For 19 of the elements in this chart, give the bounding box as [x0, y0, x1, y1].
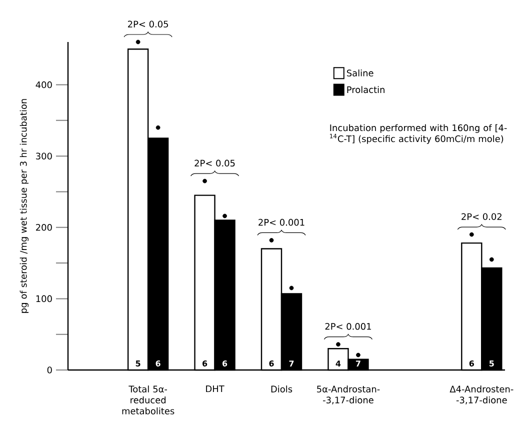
annotation: 2P< 0.02 — [462, 213, 502, 220]
y-tick-label: 300 — [36, 152, 52, 160]
legend-label: Saline — [346, 69, 374, 76]
y-tick-label: 200 — [36, 224, 52, 231]
annotation: 2P< 0.05 — [194, 160, 235, 167]
x-tick-label: Δ4-Androsten- -3,17-dione — [450, 386, 514, 404]
text: 2P< 0.05 — [128, 20, 168, 28]
y-tick-label: 400 — [36, 81, 52, 88]
y-axis-title: pg of steroid /mg wet tissue per 3 hr incubation — [20, 99, 29, 313]
y-tick-label: 100 — [36, 295, 52, 302]
x-tick-label: DHT — [206, 386, 224, 392]
x-tick-label: Total 5α-reduced metabolites — [122, 386, 174, 414]
annotation: 2P< 0.001 — [258, 218, 304, 226]
x-tick-label: 5α-Androstan- -3,17-dione — [317, 386, 380, 404]
y-tick-label: 0 — [47, 366, 52, 374]
x-tick-label: Diols — [271, 386, 292, 392]
annotation: 2P< 0.001 — [325, 323, 371, 330]
annotation: Incubation performed with 160ng of [4-$^{14}$C-T] (specific activity 60mCi/m mole) — [330, 124, 507, 144]
legend-label: Prolactin — [347, 86, 384, 94]
